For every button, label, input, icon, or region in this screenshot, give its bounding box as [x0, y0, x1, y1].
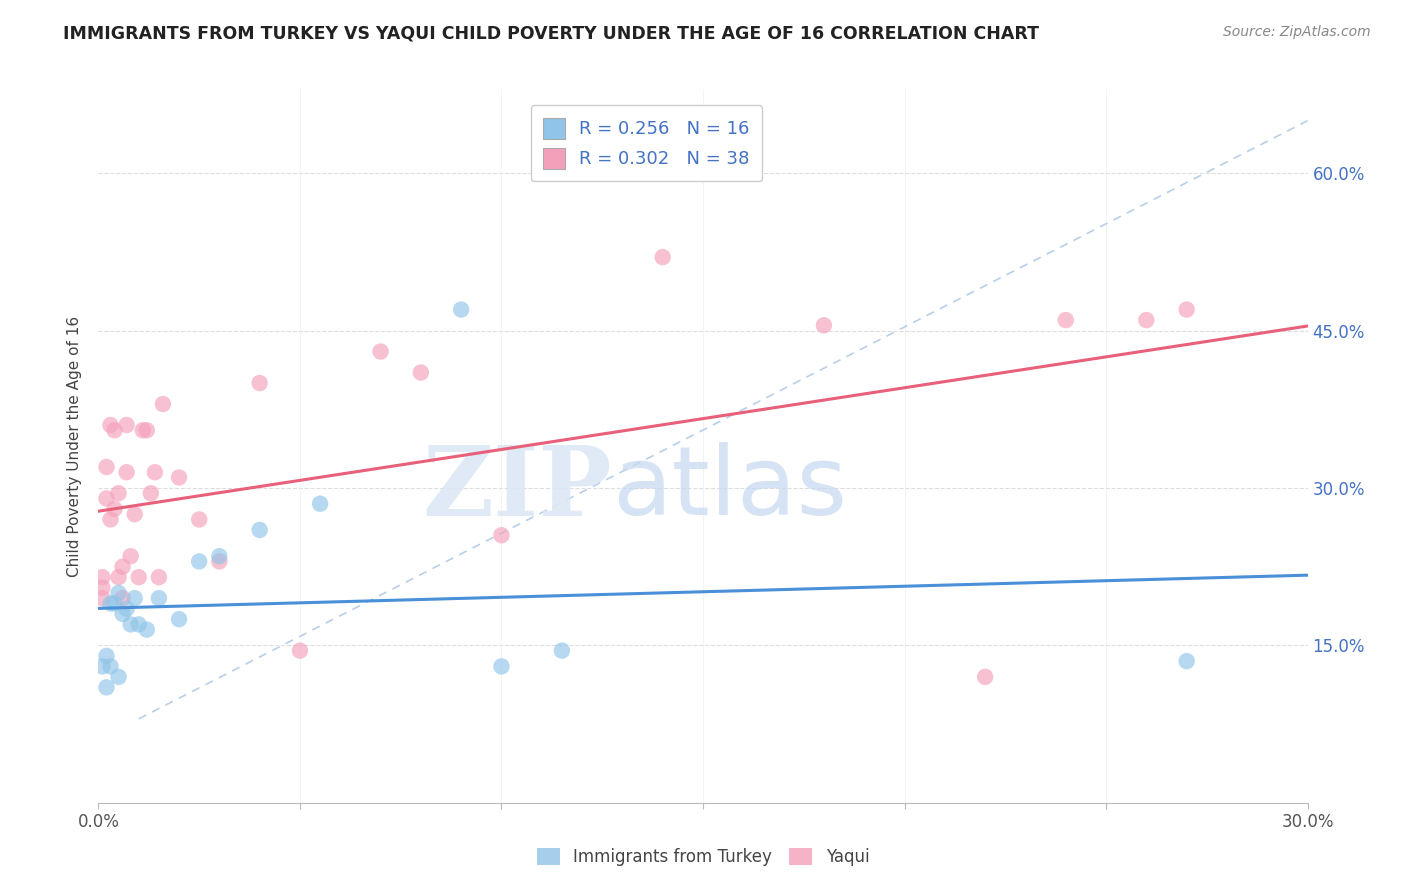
- Point: [450, 302, 472, 317]
- Point: [651, 250, 673, 264]
- Text: atlas: atlas: [613, 442, 848, 535]
- Point: [91, 659, 114, 673]
- Point: [974, 670, 997, 684]
- Point: [120, 549, 142, 564]
- Legend: Immigrants from Turkey, Yaqui: Immigrants from Turkey, Yaqui: [530, 841, 876, 873]
- Point: [491, 659, 513, 673]
- Point: [1175, 302, 1198, 317]
- Point: [107, 586, 129, 600]
- Point: [409, 366, 432, 380]
- Point: [249, 523, 271, 537]
- Point: [1054, 313, 1077, 327]
- Point: [288, 643, 311, 657]
- Y-axis label: Child Poverty Under the Age of 16: Child Poverty Under the Age of 16: [67, 316, 83, 576]
- Text: Source: ZipAtlas.com: Source: ZipAtlas.com: [1223, 25, 1371, 39]
- Point: [103, 423, 125, 437]
- Point: [135, 423, 157, 437]
- Point: [1175, 654, 1198, 668]
- Point: [167, 470, 190, 484]
- Point: [91, 581, 114, 595]
- Point: [96, 460, 118, 475]
- Point: [148, 570, 170, 584]
- Point: [103, 502, 125, 516]
- Point: [124, 591, 146, 606]
- Point: [132, 423, 155, 437]
- Point: [107, 486, 129, 500]
- Point: [115, 601, 138, 615]
- Point: [107, 670, 129, 684]
- Point: [100, 659, 122, 673]
- Point: [111, 607, 134, 621]
- Point: [115, 417, 138, 432]
- Point: [128, 617, 150, 632]
- Point: [96, 491, 118, 506]
- Point: [120, 617, 142, 632]
- Point: [100, 512, 122, 526]
- Text: ZIP: ZIP: [423, 442, 613, 536]
- Point: [96, 681, 118, 695]
- Point: [111, 591, 134, 606]
- Point: [309, 497, 332, 511]
- Point: [1135, 313, 1157, 327]
- Point: [143, 465, 166, 479]
- Point: [491, 528, 513, 542]
- Point: [91, 570, 114, 584]
- Point: [208, 549, 231, 564]
- Point: [188, 512, 211, 526]
- Point: [103, 596, 125, 610]
- Point: [152, 397, 174, 411]
- Point: [139, 486, 162, 500]
- Point: [115, 465, 138, 479]
- Point: [107, 570, 129, 584]
- Point: [208, 554, 231, 568]
- Point: [100, 417, 122, 432]
- Text: IMMIGRANTS FROM TURKEY VS YAQUI CHILD POVERTY UNDER THE AGE OF 16 CORRELATION CH: IMMIGRANTS FROM TURKEY VS YAQUI CHILD PO…: [63, 25, 1039, 43]
- Point: [370, 344, 392, 359]
- Point: [188, 554, 211, 568]
- Point: [551, 643, 574, 657]
- Point: [100, 596, 122, 610]
- Point: [124, 507, 146, 521]
- Point: [167, 612, 190, 626]
- Point: [96, 648, 118, 663]
- Point: [128, 570, 150, 584]
- Point: [111, 559, 134, 574]
- Point: [91, 591, 114, 606]
- Point: [813, 318, 835, 333]
- Point: [249, 376, 271, 390]
- Point: [148, 591, 170, 606]
- Point: [135, 623, 157, 637]
